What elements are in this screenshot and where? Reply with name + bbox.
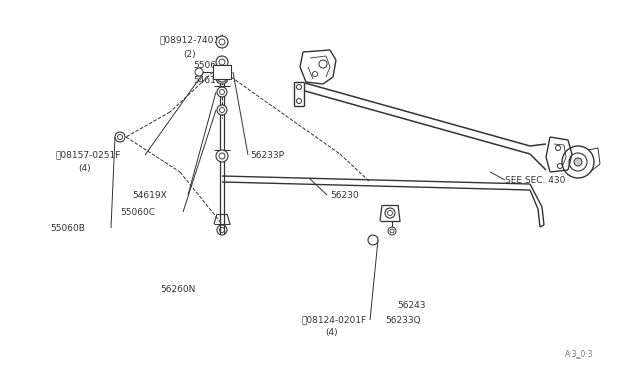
Polygon shape <box>213 65 231 79</box>
Text: 55060C: 55060C <box>120 208 155 217</box>
Circle shape <box>574 158 582 166</box>
Text: SEE SEC. 430: SEE SEC. 430 <box>505 176 565 185</box>
Circle shape <box>216 72 228 84</box>
Text: (4): (4) <box>325 328 338 337</box>
Text: A·3‗0·3: A·3‗0·3 <box>565 350 593 359</box>
Circle shape <box>217 72 227 82</box>
Text: Ⓐ08124-0201F: Ⓐ08124-0201F <box>302 315 367 324</box>
Circle shape <box>385 208 395 218</box>
Text: 56243: 56243 <box>397 301 426 310</box>
Text: Ⓐ08157-0251F: Ⓐ08157-0251F <box>55 151 120 160</box>
Circle shape <box>217 87 227 97</box>
Text: 54619X: 54619X <box>193 76 228 84</box>
Text: (4): (4) <box>78 164 91 173</box>
Circle shape <box>216 56 228 68</box>
Circle shape <box>115 132 125 142</box>
Circle shape <box>216 36 228 48</box>
Text: 56233Q: 56233Q <box>385 315 420 324</box>
Text: 55060B: 55060B <box>50 224 85 232</box>
Text: 55060C: 55060C <box>193 61 228 70</box>
Circle shape <box>217 105 227 115</box>
Text: 56233P: 56233P <box>250 151 284 160</box>
Text: 56260N: 56260N <box>160 285 195 295</box>
Text: (2): (2) <box>183 49 196 58</box>
Text: ⓝ08912-7401A: ⓝ08912-7401A <box>160 35 227 45</box>
Circle shape <box>368 235 378 245</box>
Text: 56230: 56230 <box>330 190 358 199</box>
Circle shape <box>216 150 228 162</box>
Circle shape <box>388 227 396 235</box>
Text: 54619X: 54619X <box>132 190 167 199</box>
Circle shape <box>195 68 203 76</box>
